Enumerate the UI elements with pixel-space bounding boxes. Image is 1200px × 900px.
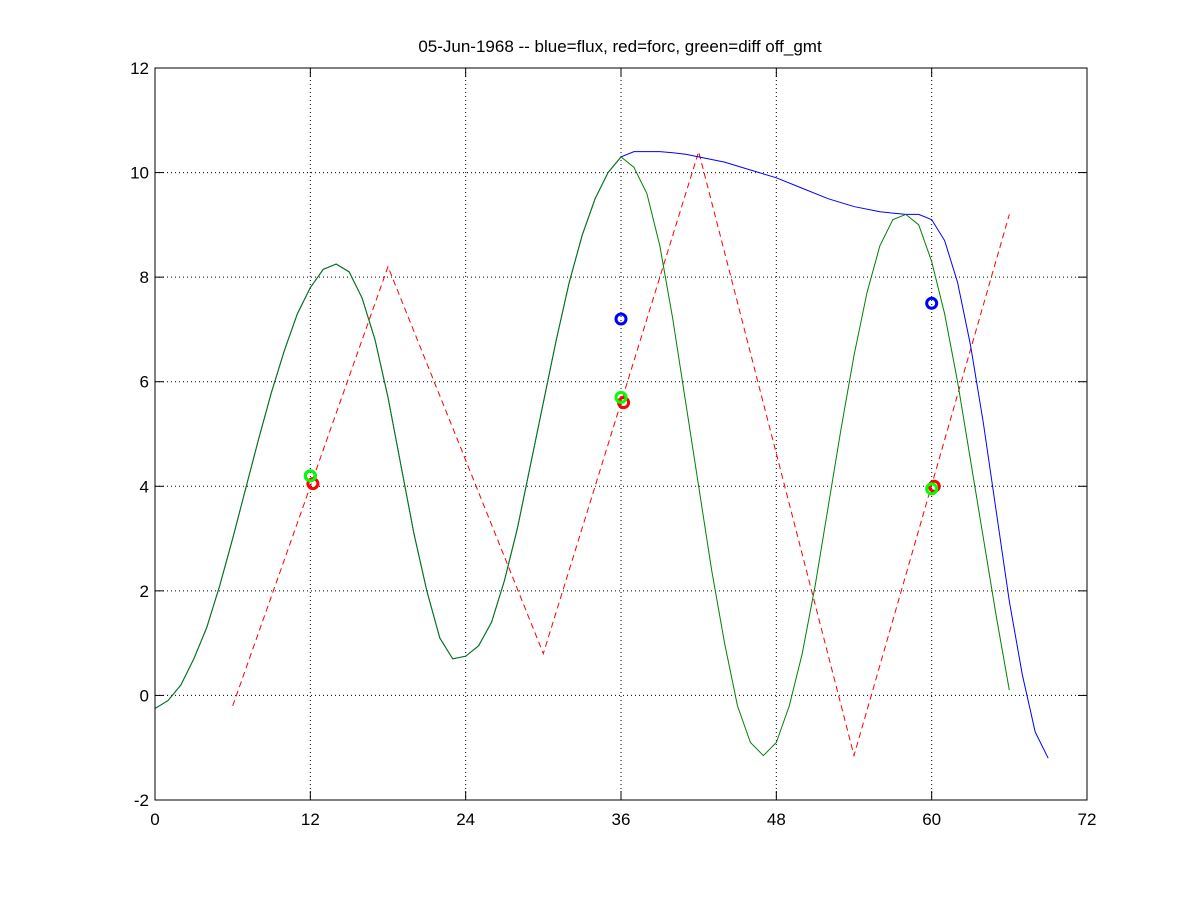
forc-marker: [927, 479, 941, 493]
diff-marker: [303, 469, 317, 483]
flux-marker: [925, 296, 939, 310]
x-tick-label: 72: [1078, 810, 1097, 829]
x-tick-label: 12: [301, 810, 320, 829]
x-tick-label: 24: [456, 810, 475, 829]
y-tick-label: 10: [130, 164, 149, 183]
x-tick-label: 48: [767, 810, 786, 829]
diff-marker: [925, 482, 939, 496]
y-tick-label: 2: [140, 582, 149, 601]
flux-marker: [614, 312, 628, 326]
y-tick-label: 0: [140, 686, 149, 705]
marker-layer: [303, 296, 941, 496]
diff-marker: [614, 390, 628, 404]
x-tick-label: 60: [922, 810, 941, 829]
y-tick-label: 8: [140, 268, 149, 287]
chart-title: 05-Jun-1968 -- blue=flux, red=forc, gree…: [418, 37, 822, 56]
y-tick-label: 6: [140, 373, 149, 392]
y-tick-label: -2: [134, 791, 149, 810]
y-tick-label: 12: [130, 59, 149, 78]
axes-background: [155, 68, 1087, 800]
x-tick-label: 36: [612, 810, 631, 829]
y-tick-label: 4: [140, 477, 149, 496]
x-tick-label: 0: [150, 810, 159, 829]
diff-series-line: [154, 156, 1010, 757]
